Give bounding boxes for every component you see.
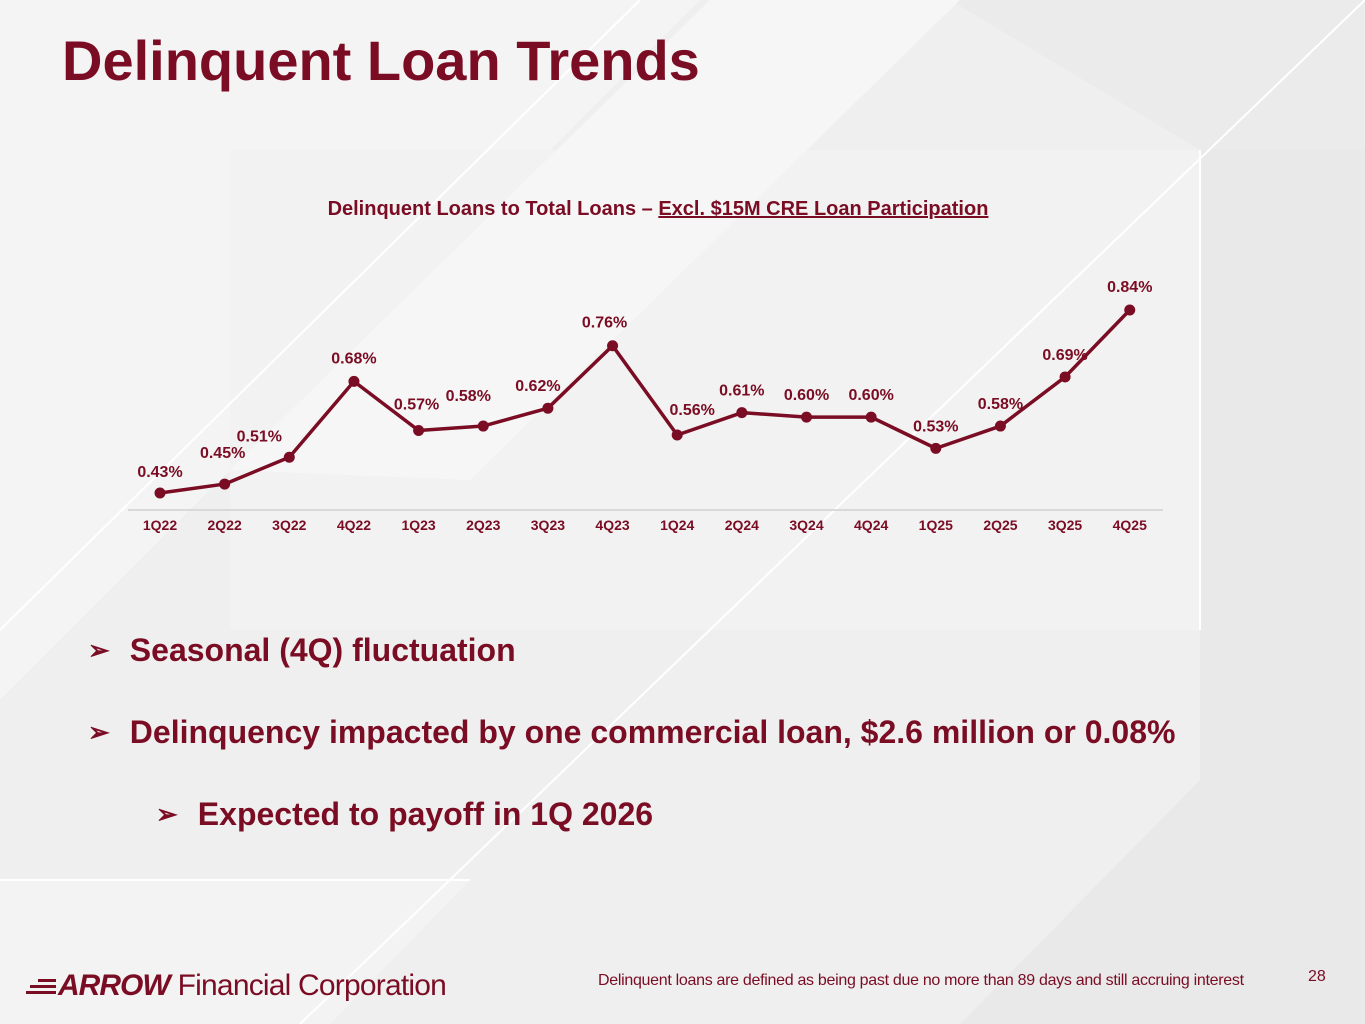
data-point xyxy=(1059,371,1071,383)
data-label: 0.60% xyxy=(784,387,829,404)
data-label: 0.61% xyxy=(719,383,764,400)
data-point xyxy=(219,478,231,490)
data-point xyxy=(865,411,877,423)
data-label: 0.43% xyxy=(137,464,182,481)
bullet-arrow-icon: ➢ xyxy=(88,717,110,747)
x-tick-label: 2Q22 xyxy=(208,517,242,533)
chart-title: Delinquent Loans to Total Loans – Excl. … xyxy=(0,198,1316,221)
bullet-2-text: Delinquency impacted by one commercial l… xyxy=(129,714,1176,750)
x-tick-label: 2Q23 xyxy=(466,517,500,533)
x-tick-label: 4Q25 xyxy=(1113,517,1147,533)
data-label: 0.62% xyxy=(515,378,560,395)
data-label: 0.58% xyxy=(978,396,1023,413)
bullet-1-text: Seasonal (4Q) fluctuation xyxy=(129,632,516,668)
bullet-3: ➢ Expected to payoff in 1Q 2026 xyxy=(156,796,653,833)
company-logo: ARROW Financial Corporation xyxy=(26,966,447,1006)
chart-title-underlined: Excl. $15M CRE Loan Participation xyxy=(658,198,989,220)
data-label: 0.69% xyxy=(1042,347,1087,364)
x-tick-label: 1Q24 xyxy=(660,517,694,533)
x-tick-label: 4Q22 xyxy=(337,517,371,533)
page-number: 28 xyxy=(1308,968,1326,985)
x-tick-label: 3Q24 xyxy=(789,517,823,533)
footer-note: Delinquent loans are defined as being pa… xyxy=(598,972,1244,989)
data-label: 0.68% xyxy=(331,350,376,367)
data-point xyxy=(348,375,360,387)
data-label: 0.76% xyxy=(582,315,627,332)
chart-title-main: Delinquent Loans to Total Loans – xyxy=(327,198,659,220)
data-point xyxy=(801,411,812,423)
logo-speed-lines-icon xyxy=(26,975,56,997)
data-point xyxy=(607,340,619,352)
logo-brand: ARROW xyxy=(58,969,171,1002)
data-point xyxy=(154,487,166,499)
data-point xyxy=(1124,304,1136,316)
data-label: 0.45% xyxy=(200,445,245,462)
data-label: 0.60% xyxy=(848,387,893,404)
data-point xyxy=(736,407,748,419)
x-tick-label: 2Q24 xyxy=(725,517,759,533)
logo-suffix: Financial Corporation xyxy=(177,969,447,1002)
x-tick-label: 1Q23 xyxy=(401,517,435,533)
x-tick-label: 4Q23 xyxy=(595,517,629,533)
data-point xyxy=(930,442,942,454)
data-label: 0.58% xyxy=(446,388,491,405)
x-tick-label: 3Q25 xyxy=(1048,517,1082,533)
x-tick-label: 3Q23 xyxy=(531,517,565,533)
x-tick-label: 4Q24 xyxy=(854,517,888,533)
x-tick-label: 1Q22 xyxy=(143,517,177,533)
bullet-2: ➢ Delinquency impacted by one commercial… xyxy=(88,714,1175,751)
data-point xyxy=(542,402,554,414)
x-tick-label: 2Q25 xyxy=(983,517,1017,533)
page-title: Delinquent Loan Trends xyxy=(62,29,700,92)
data-label: 0.84% xyxy=(1107,279,1152,296)
data-label: 0.57% xyxy=(394,397,439,414)
data-point xyxy=(413,425,425,437)
x-tick-label: 1Q25 xyxy=(919,517,953,533)
bullet-arrow-icon: ➢ xyxy=(88,635,110,665)
data-point xyxy=(283,451,295,463)
bullet-arrow-icon: ➢ xyxy=(156,799,178,829)
bullet-3-text: Expected to payoff in 1Q 2026 xyxy=(197,796,654,832)
series-line xyxy=(159,308,1132,495)
data-label: 0.56% xyxy=(670,402,715,419)
data-label: 0.51% xyxy=(237,428,282,445)
data-label: 0.53% xyxy=(913,418,958,435)
data-point xyxy=(994,420,1006,432)
x-tick-label: 3Q22 xyxy=(272,517,306,533)
data-point xyxy=(477,420,489,432)
data-point xyxy=(671,429,683,441)
bullet-1: ➢ Seasonal (4Q) fluctuation xyxy=(88,632,516,669)
